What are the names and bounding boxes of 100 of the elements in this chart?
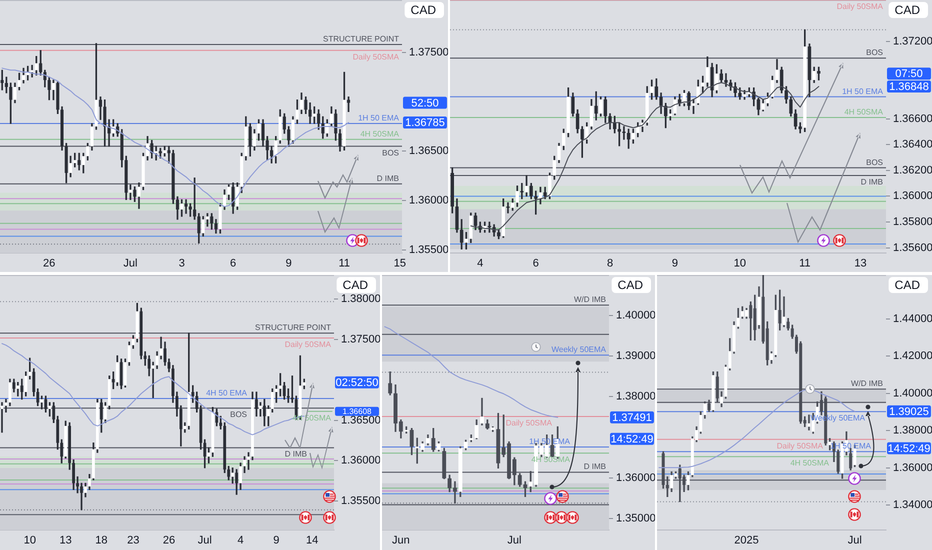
x-tick-label: Jun: [392, 534, 410, 547]
x-tick-label: 26: [43, 258, 56, 270]
ref-line-label: 4H 50SMA: [531, 455, 571, 464]
ref-line-label: 4H 50SMA: [844, 107, 884, 116]
x-tick-label: Jul: [848, 534, 862, 547]
ref-line-label: Daily 50SMA: [284, 340, 332, 349]
ref-line-label: Daily 50SMA: [506, 418, 553, 428]
x-tick-label: 18: [95, 534, 108, 547]
y-axis-title: CAD: [410, 2, 436, 17]
y-axis-title: CAD: [894, 278, 920, 292]
candlestick: [622, 126, 626, 140]
x-tick-label: 2025: [734, 534, 759, 547]
ref-line-label: STRUCTURE POINT: [323, 34, 400, 44]
y-tick-label: 1.36000: [409, 194, 449, 207]
candlestick: [30, 64, 34, 78]
x-tick-label: 6: [532, 258, 539, 270]
ref-line-label: W/D IMB: [851, 379, 884, 388]
y-axis-title: CAD: [894, 2, 920, 17]
x-tick-label: 13: [854, 258, 867, 270]
y-tick-label: 1.42000: [893, 350, 932, 362]
y-tick-label: 1.37500: [341, 334, 381, 346]
candlestick: [347, 96, 350, 112]
x-tick-label: Jul: [507, 534, 522, 547]
y-tick-label: 1.39000: [616, 350, 656, 362]
x-tick-label: 26: [162, 534, 176, 547]
text: 07:50: [895, 68, 923, 80]
x-tick-label: 10: [24, 534, 36, 547]
x-tick-label: 8: [606, 258, 614, 270]
y-tick-label: 1.36500: [341, 414, 381, 426]
y-tick-label: 1.35600: [893, 242, 932, 254]
x-tick-label: 15: [394, 258, 406, 270]
y-axis-title: CAD: [618, 278, 644, 292]
text: 14:52:49: [888, 442, 930, 455]
ref-line-label: 4H 50 EMA: [206, 388, 248, 398]
candlestick: [807, 414, 810, 430]
x-tick-label: Jul: [198, 534, 212, 547]
candlestick: [480, 398, 484, 426]
y-tick-label: 1.37500: [409, 46, 449, 58]
text: 1.36785: [405, 117, 445, 130]
y-tick-label: 1.34000: [893, 499, 932, 512]
candlestick: [0, 402, 4, 433]
text: 1.39025: [889, 406, 929, 418]
x-tick-label: 10: [734, 258, 746, 270]
y-tick-label: 1.40000: [893, 387, 932, 400]
ref-line-label: BOS: [382, 148, 400, 158]
x-tick-label: 6: [230, 258, 236, 270]
y-tick-label: 1.36500: [409, 145, 449, 158]
ref-line-label: D IMB: [376, 174, 400, 183]
y-tick-label: 1.36000: [893, 462, 932, 474]
y-tick-label: 1.37200: [893, 35, 932, 48]
y-tick-label: 1.44000: [893, 312, 932, 325]
y-tick-label: 1.38000: [893, 424, 932, 437]
y-tick-label: 1.36200: [893, 164, 932, 176]
text: 1.37491: [612, 412, 652, 424]
ref-line-label: D IMB: [584, 462, 606, 472]
y-tick-label: 1.36400: [893, 138, 932, 151]
x-tick-label: 9: [672, 258, 678, 270]
ref-line-label: 1H 50 EMA: [358, 114, 400, 123]
y-tick-label: 1.35500: [341, 494, 381, 507]
y-tick-label: 1.36600: [893, 112, 932, 125]
text: 1.36608: [342, 407, 372, 416]
x-tick-label: 23: [127, 534, 140, 547]
y-tick-label: 1.36000: [616, 472, 656, 484]
x-tick-label: Jul: [123, 258, 138, 270]
text: 14:52:49: [610, 433, 654, 446]
ref-line-label: D IMB: [860, 178, 884, 187]
ref-line-label: BOS: [866, 158, 884, 167]
ref-line-label: 1H 50 EMA: [842, 86, 884, 96]
x-tick-label: 4: [237, 534, 244, 547]
ref-line-label: D IMB: [284, 450, 308, 459]
candlestick: [506, 202, 510, 214]
ref-line-label: 4H 50SMA: [790, 458, 830, 468]
y-axis-title: CAD: [342, 278, 368, 292]
candlestick: [184, 199, 188, 214]
y-tick-label: 1.38000: [341, 293, 381, 306]
x-tick-label: 9: [286, 258, 292, 270]
ref-line-label: STRUCTURE POINT: [255, 323, 332, 332]
ref-line-label: Weekly 50EMA: [551, 345, 607, 354]
ref-line-label: Daily 50SMA: [352, 52, 400, 62]
y-tick-label: 1.35500: [409, 244, 449, 256]
candlestick: [259, 402, 262, 417]
y-tick-label: 1.36000: [341, 454, 381, 467]
y-tick-label: 1.40000: [616, 309, 656, 322]
ref-line-label: BOS: [230, 410, 248, 420]
ref-line-label: Daily 50SMA: [776, 441, 824, 450]
x-tick-label: 4: [477, 258, 484, 270]
ref-line-label: 4H 50SMA: [360, 129, 400, 138]
text: 1.36848: [889, 81, 929, 94]
y-tick-label: 1.38000: [616, 390, 656, 403]
y-tick-label: 1.35800: [893, 216, 932, 228]
ref-line-label: BOS: [866, 48, 884, 58]
x-tick-label: 3: [178, 258, 185, 270]
x-tick-label: 9: [273, 534, 280, 547]
y-tick-label: 1.36000: [893, 190, 932, 202]
text: 02:52:50: [336, 376, 378, 389]
x-tick-label: 13: [59, 534, 72, 547]
ref-line-label: W/D IMB: [574, 295, 606, 304]
ref-line-label: Daily 50SMA: [836, 2, 884, 11]
text: 52:50: [411, 97, 439, 110]
x-tick-label: 11: [338, 258, 350, 270]
